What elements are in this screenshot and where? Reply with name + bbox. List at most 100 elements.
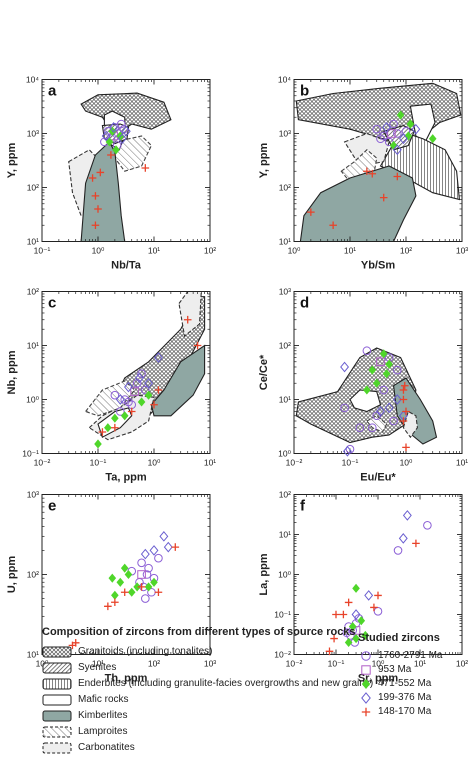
data-point-plus (393, 172, 402, 181)
axes-panel-d: 10⁻² 10⁻¹ 10⁰ 10¹ 10⁰ 10¹ 10² 10³ Eu/Eu* Ce/Ce* d (258, 287, 468, 484)
data-point-open-diamond (153, 352, 163, 363)
data-point-open-diamond (101, 130, 111, 142)
legend-studied-item: 953 Ma (360, 662, 411, 677)
data-point-filled-diamond (404, 131, 413, 141)
data-point-open-diamond (351, 609, 361, 620)
data-point-plus (412, 539, 420, 548)
data-point-filled-diamond (111, 413, 119, 423)
data-point-open-diamond (149, 545, 159, 556)
legend-marker-shape (361, 678, 371, 689)
field-c-carb (178, 291, 202, 338)
data-point-open-circle (144, 563, 153, 573)
y-tick-label: 10¹ (279, 530, 291, 540)
x-axis-label-c: Ta, ppm (105, 472, 147, 484)
x-tick-label: 10⁻² (286, 458, 303, 468)
x-axis-label-e: Th, ppm (105, 673, 148, 685)
data-point-open-circle (367, 423, 377, 433)
data-point-open-circle (362, 346, 372, 356)
data-point-open-circle (355, 423, 365, 433)
data-point-open-diamond (342, 445, 352, 457)
points-panel-a (88, 119, 150, 230)
legend: Composition of zircons from different ty… (0, 622, 474, 761)
legend-source-item: Carbonatites (42, 740, 135, 755)
data-point-open-circle (393, 365, 402, 375)
field-d-sparse (366, 415, 388, 433)
data-point-plus (141, 164, 150, 172)
legend-source-label: Lamproites (78, 726, 128, 737)
x-axis-label-b: Yb/Sm (361, 260, 395, 272)
data-point-plus (330, 634, 338, 643)
data-point-open-circle (393, 129, 402, 138)
data-point-open-diamond (340, 361, 350, 373)
legend-source-label: Syenites (78, 662, 117, 673)
x-tick-label: 10³ (456, 246, 468, 256)
data-point-filled-diamond (382, 369, 391, 379)
y-tick-label: 10⁴ (26, 75, 39, 85)
fields-panel-d (295, 347, 438, 445)
legend-marker-plus (361, 707, 371, 716)
legend-source-label: Enderbites (including granulite-facies o… (78, 678, 374, 689)
legend-source-item: Syenites (42, 660, 116, 675)
points-panel-d (340, 346, 410, 457)
legend-marker-shape (361, 691, 371, 704)
data-point-plus (400, 381, 409, 390)
x-tick-label: 10¹ (414, 659, 426, 669)
field-c-gray (150, 344, 206, 417)
data-point-filled-diamond (379, 349, 388, 359)
data-point-open-diamond (392, 144, 402, 156)
data-point-filled-diamond (112, 145, 120, 155)
legend-swatch-vertical-lines (42, 678, 72, 689)
data-point-open-diamond (398, 133, 408, 145)
y-tick-label: 10¹ (27, 237, 39, 247)
field-a-crosshatch (80, 92, 172, 137)
data-point-open-diamond (117, 133, 127, 145)
y-tick-label: 10² (27, 570, 39, 580)
panel-label-d: d (300, 295, 309, 312)
x-tick-label: 10⁰ (92, 246, 105, 256)
data-point-open-diamond (402, 510, 412, 521)
data-point-open-circle (389, 416, 398, 426)
x-tick-label: 10¹ (92, 659, 104, 669)
legend-marker-open-square (361, 664, 371, 675)
field-b-gray (299, 165, 417, 242)
data-point-filled-diamond (344, 637, 353, 648)
legend-source-title: Composition of zircons from different ty… (42, 626, 356, 638)
y-tick-label: 10³ (279, 287, 291, 297)
data-point-plus (399, 417, 408, 425)
data-point-plus (127, 407, 136, 416)
data-point-plus (344, 598, 353, 607)
data-point-filled-diamond (120, 563, 129, 573)
data-point-filled-diamond (133, 582, 141, 592)
y-tick-label: 10¹ (279, 237, 291, 247)
data-point-plus (379, 193, 388, 202)
data-point-filled-diamond (108, 573, 117, 583)
y-tick-label: 10² (279, 490, 291, 500)
data-point-open-circle (376, 134, 385, 144)
points-panel-b (307, 110, 437, 230)
legend-studied-item: 471-552 Ma (360, 676, 431, 691)
legend-marker-open-diamond (361, 691, 371, 704)
y-tick-label: 10² (279, 183, 291, 193)
data-point-open-square (376, 357, 385, 367)
panel-label-b: b (300, 83, 309, 100)
data-point-plus (325, 647, 334, 656)
panel-label-e: e (48, 498, 56, 515)
plot-frame-c (41, 291, 211, 454)
y-tick-label: 10¹ (27, 650, 39, 660)
y-tick-label: 10³ (27, 129, 39, 139)
data-point-open-diamond (121, 125, 131, 137)
y-tick-label: 10⁻¹ (22, 449, 39, 459)
plot-frame-d (293, 291, 463, 454)
data-point-filled-diamond (348, 621, 357, 632)
data-point-filled-diamond (352, 634, 360, 644)
data-point-plus (332, 610, 340, 619)
data-point-open-circle (141, 594, 150, 603)
x-tick-label: 10⁻¹ (34, 246, 51, 256)
data-point-plus (171, 543, 180, 551)
field-d-carb (402, 410, 418, 439)
data-point-filled-diamond (150, 577, 158, 587)
data-point-plus (368, 169, 377, 178)
